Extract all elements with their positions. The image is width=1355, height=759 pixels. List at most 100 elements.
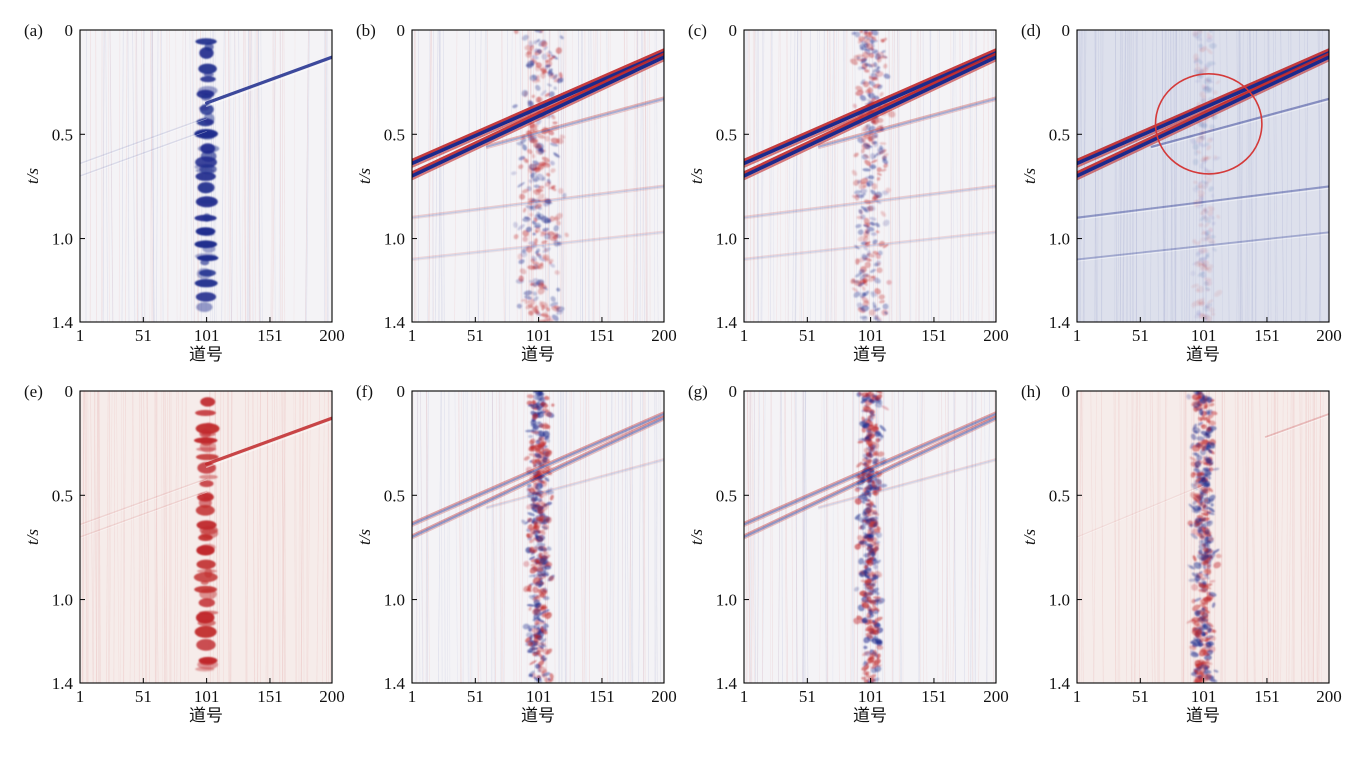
noise-speck	[863, 447, 870, 454]
trace-striation	[1305, 30, 1309, 322]
noise-speck	[860, 398, 868, 404]
trace-striation	[527, 30, 530, 322]
reflection-event-g-3	[818, 458, 996, 510]
y-tick-label: 1.4	[1049, 313, 1071, 332]
y-tick-label: 1.4	[716, 313, 738, 332]
noise-speck	[1190, 471, 1196, 478]
trace-striation	[795, 30, 799, 322]
event-wavelet	[744, 417, 996, 539]
noise-speck	[547, 54, 551, 58]
noise-speck	[855, 85, 863, 92]
noise-speck	[1187, 564, 1195, 570]
trace-striation	[428, 30, 431, 322]
noise-speck	[872, 239, 878, 245]
noise-speck	[863, 206, 871, 213]
noise-speck	[869, 63, 876, 68]
event-wavelet	[412, 230, 664, 259]
x-tick-label: 101	[1191, 687, 1217, 706]
trace-striation	[1239, 30, 1243, 322]
noise-speck	[541, 311, 549, 317]
trace-striation	[247, 30, 250, 322]
noise-speck	[533, 143, 542, 149]
event-wavelet	[412, 415, 664, 536]
noise-speck	[869, 652, 873, 656]
noise-speck	[1197, 519, 1206, 524]
noise-speck	[1202, 633, 1206, 637]
trace-striation	[966, 391, 969, 683]
y-tick-label: 1.0	[52, 230, 73, 249]
trace-striation	[149, 30, 153, 322]
trace-striation	[108, 391, 110, 683]
trace-striation	[484, 30, 488, 322]
trace-striation	[584, 391, 587, 683]
noise-speck	[1203, 648, 1212, 653]
trace-striation	[1313, 391, 1315, 683]
noise-speck	[854, 272, 863, 278]
noise-speck	[1194, 495, 1202, 502]
trace-striation	[1164, 30, 1167, 322]
noise-speck	[531, 647, 539, 651]
y-tick-label: 0	[65, 21, 74, 40]
noise-speck	[864, 603, 869, 608]
x-tick-label: 101	[858, 687, 884, 706]
noise-speck	[860, 524, 866, 530]
noise-speck	[868, 619, 874, 624]
noise-speck	[1201, 180, 1206, 185]
noise-speck	[1190, 533, 1198, 540]
event-wavelet	[80, 490, 208, 538]
trace-striation	[475, 30, 479, 322]
y-tick-label: 1.4	[384, 313, 406, 332]
trace-striation	[248, 30, 252, 322]
trace-striation	[1280, 391, 1284, 683]
trace-striation	[1150, 30, 1154, 322]
noise-speck	[522, 236, 528, 242]
trace-striation	[252, 391, 256, 683]
x-tick-label: 51	[1132, 687, 1149, 706]
noise-speck	[553, 240, 560, 247]
noise-speck	[1202, 616, 1209, 623]
noise-speck	[1204, 637, 1211, 642]
noise-speck	[854, 194, 860, 201]
noise-blob	[200, 143, 216, 154]
noise-speck	[545, 64, 551, 68]
event-wavelet	[412, 417, 664, 539]
noise-speck	[1200, 620, 1204, 624]
trace-striation	[305, 30, 309, 322]
trace-striation	[826, 391, 828, 683]
trace-striation	[963, 391, 968, 683]
trace-striation	[121, 30, 124, 322]
panel-label: (f)	[356, 382, 373, 401]
noise-speck	[1206, 176, 1212, 183]
noise-speck	[873, 564, 878, 570]
noise-speck	[855, 517, 861, 521]
noise-speck	[541, 424, 551, 430]
noise-speck	[853, 291, 861, 298]
trace-striation	[1305, 391, 1307, 683]
noise-speck	[551, 403, 555, 407]
trace-striation	[581, 30, 584, 322]
trace-striation	[1181, 30, 1183, 322]
noise-speck	[548, 185, 555, 190]
trace-striation	[327, 30, 329, 322]
y-tick-label: 0.5	[52, 125, 73, 144]
noise-speck	[861, 254, 868, 262]
noise-speck	[537, 213, 546, 221]
noise-blob	[195, 423, 220, 434]
event-wavelet	[80, 479, 207, 527]
trace-striation	[751, 391, 755, 683]
trace-striation	[230, 391, 233, 683]
noise-blob	[199, 103, 214, 115]
noise-speck	[861, 148, 865, 154]
trace-striation	[643, 391, 646, 683]
noise-speck	[1202, 541, 1208, 546]
noise-speck	[854, 487, 860, 493]
noise-speck	[866, 567, 872, 571]
noise-speck	[870, 441, 876, 446]
trace-striation	[247, 30, 249, 322]
noise-speck	[1212, 467, 1220, 471]
noise-speck	[536, 254, 542, 258]
noise-speck	[858, 209, 863, 215]
trace-striation	[1122, 30, 1127, 322]
noise-speck	[1190, 639, 1198, 644]
trace-striation	[1236, 391, 1240, 683]
